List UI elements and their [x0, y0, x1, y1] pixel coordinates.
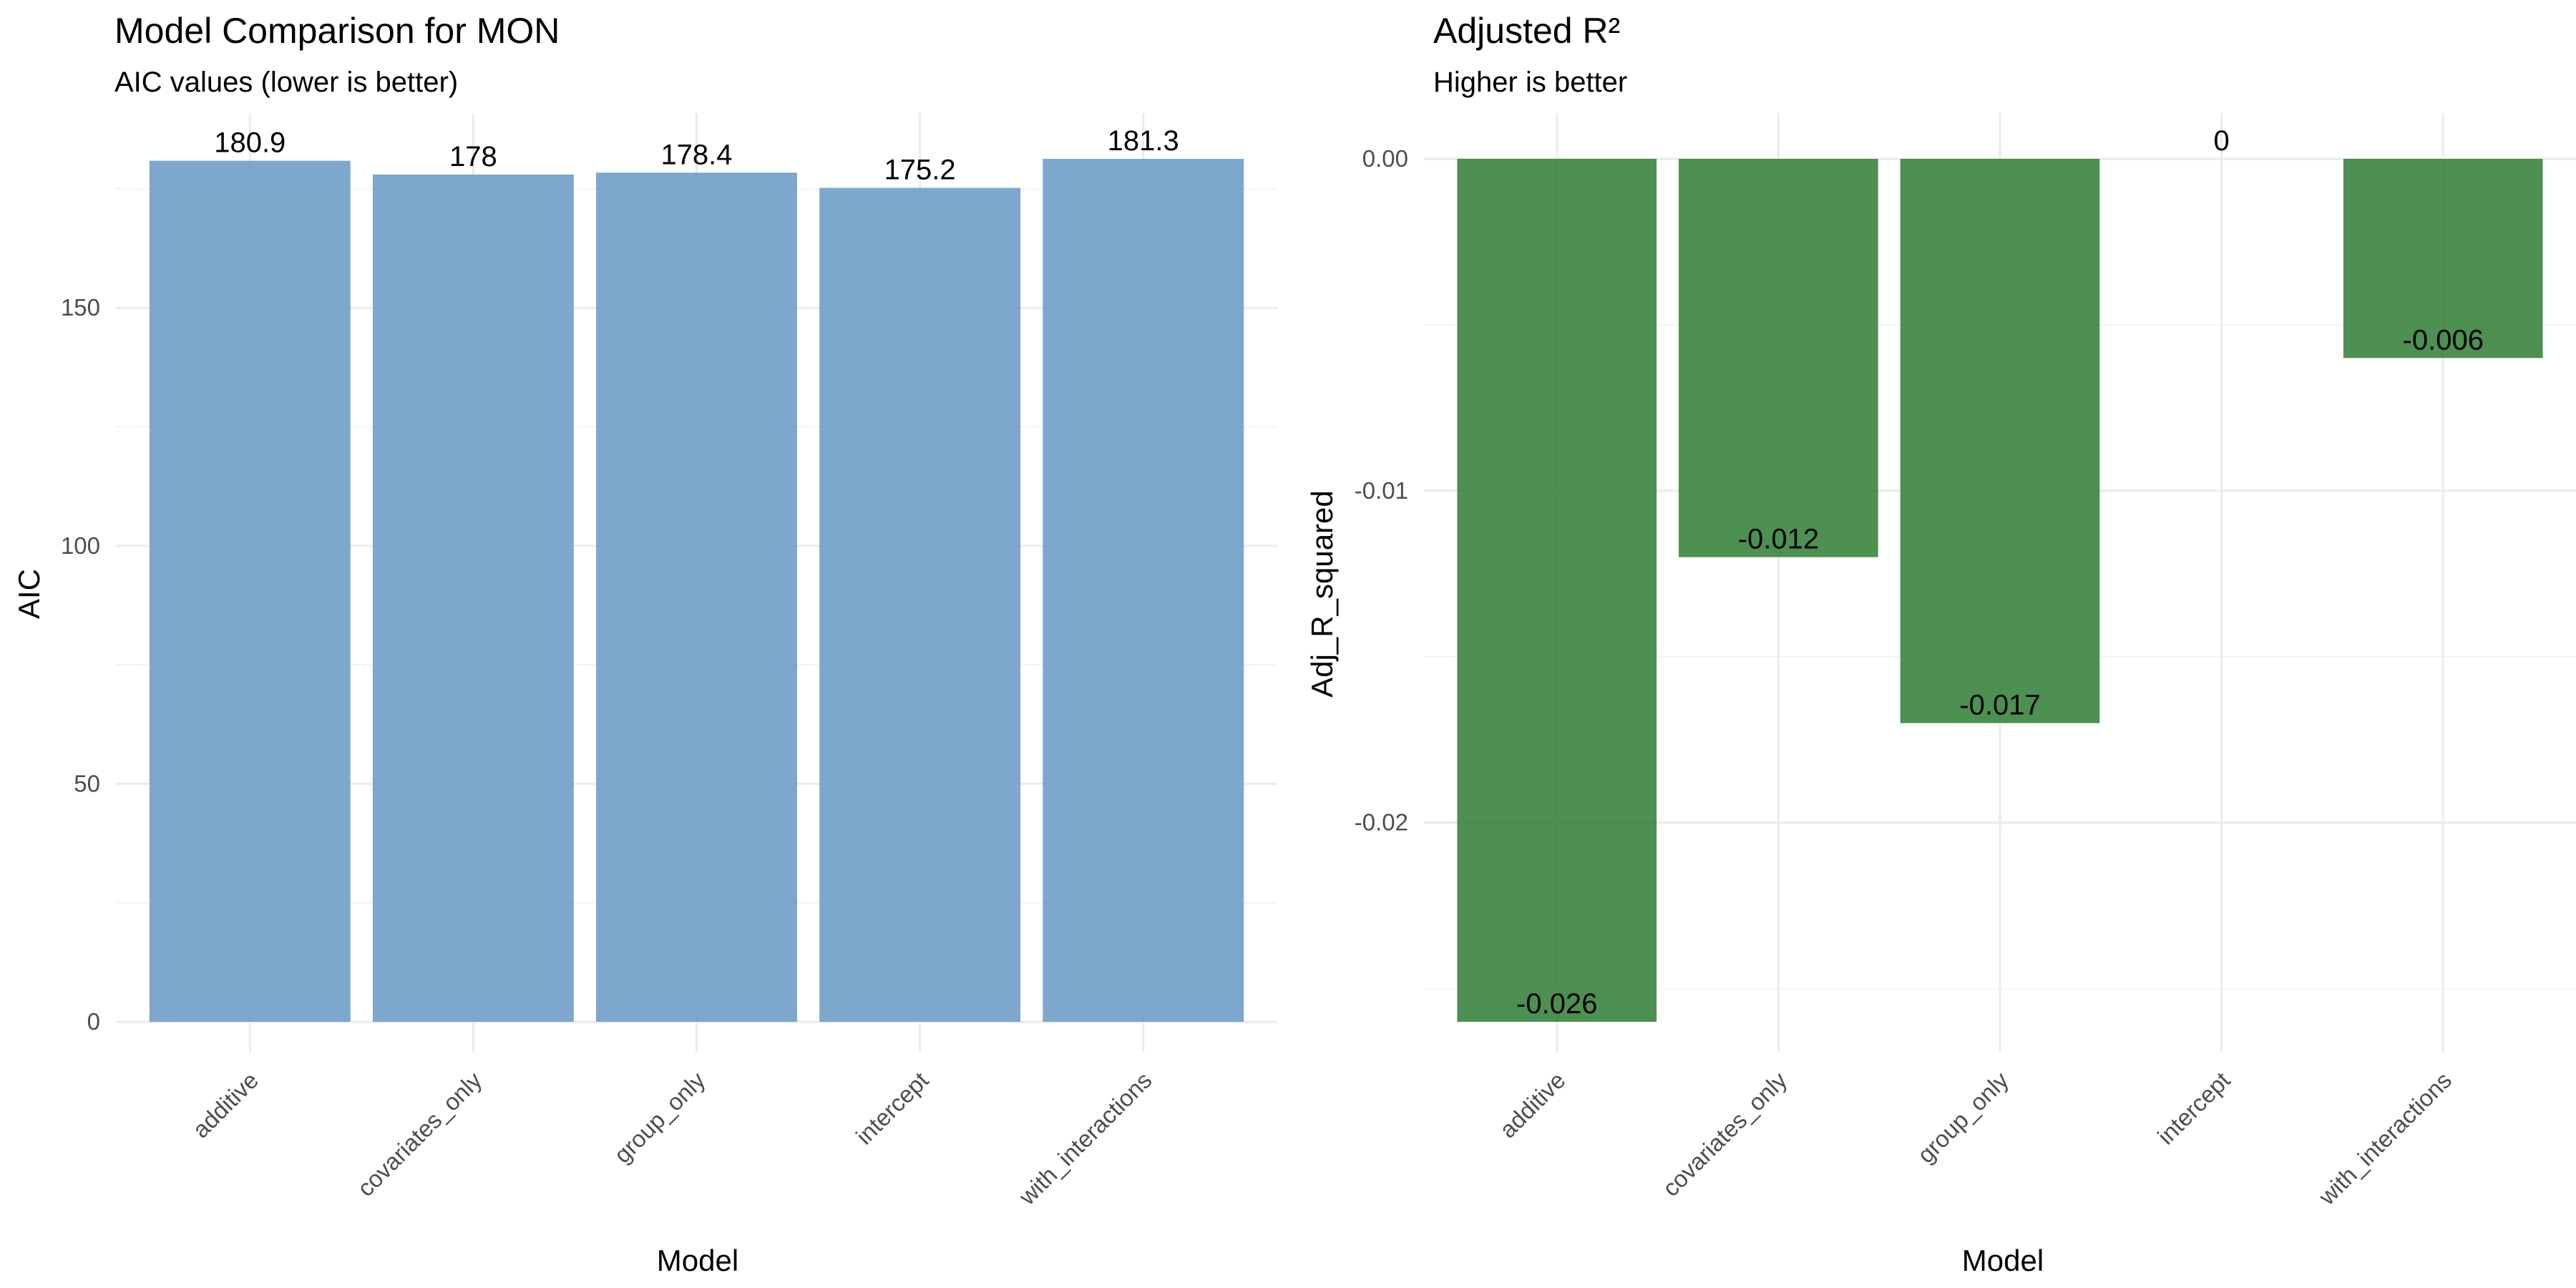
adj-r2-panel: Adjusted R² Higher is better -0.026 -0.01…: [1305, 11, 2576, 1277]
x-tick-label: with_interactions: [2313, 1067, 2457, 1211]
x-tick-label: with_interactions: [1013, 1067, 1157, 1211]
bar-with-interactions: [1043, 159, 1244, 1022]
x-tick-label: intercept: [2152, 1067, 2235, 1150]
adj-r2-y-axis-title: Adj_R_squared: [1305, 490, 1339, 698]
y-tick-label: 50: [74, 770, 100, 796]
data-label: 178: [449, 141, 497, 172]
bar-additive: [1457, 159, 1657, 1022]
y-tick-label: 100: [61, 532, 100, 559]
adj-r2-chart-title: Adjusted R²: [1433, 11, 1620, 51]
aic-bars: [149, 159, 1244, 1023]
aic-y-tick-labels: 0 50 100 150: [61, 294, 100, 1035]
x-tick-label: group_only: [609, 1066, 711, 1168]
data-label: -0.026: [1516, 988, 1597, 1020]
adj-r2-y-tick-labels: -0.02 -0.01 0.00: [1355, 145, 1408, 836]
bar-with-interactions: [2343, 159, 2543, 358]
aic-chart-subtitle: AIC values (lower is better): [114, 67, 458, 98]
data-label: 181.3: [1108, 125, 1179, 157]
aic-x-tick-labels: additive covariates_only group_only interce…: [187, 1066, 1157, 1210]
x-tick-label: additive: [1494, 1067, 1571, 1143]
aic-panel: Model Comparison for MON AIC values (low…: [12, 11, 1277, 1277]
aic-x-axis-title: Model: [657, 1244, 738, 1277]
bar-intercept: [819, 187, 1021, 1023]
adj-r2-chart-subtitle: Higher is better: [1433, 67, 1627, 98]
y-tick-label: 150: [61, 294, 100, 321]
data-label: 175.2: [884, 155, 956, 186]
bar-additive: [149, 160, 351, 1023]
data-label: 180.9: [214, 127, 286, 159]
x-tick-label: covariates_only: [352, 1066, 487, 1201]
adj-r2-bars: [1457, 159, 2543, 1022]
adj-r2-data-labels: -0.026 -0.012 -0.017 0 -0.006: [1516, 125, 2484, 1020]
data-label: -0.012: [1738, 524, 1819, 555]
y-tick-label: -0.01: [1355, 477, 1408, 504]
bar-group-only: [596, 172, 797, 1023]
data-label: 178.4: [660, 139, 732, 170]
aic-chart-title: Model Comparison for MON: [114, 11, 560, 51]
bar-group-only: [1900, 159, 2100, 723]
adj-r2-x-axis-title: Model: [1962, 1244, 2044, 1277]
x-tick-label: group_only: [1912, 1066, 2014, 1168]
x-tick-label: covariates_only: [1657, 1066, 1792, 1201]
data-label: 0: [2213, 125, 2229, 157]
x-tick-label: additive: [187, 1067, 264, 1143]
y-tick-label: 0.00: [1362, 145, 1408, 172]
aic-y-axis-title: AIC: [12, 569, 46, 619]
y-tick-label: -0.02: [1355, 809, 1408, 836]
x-tick-label: intercept: [851, 1067, 934, 1150]
aic-data-labels: 180.9 178 178.4 175.2 181.3: [214, 125, 1179, 186]
bar-covariates-only: [372, 174, 574, 1023]
data-label: -0.017: [1959, 690, 2040, 721]
data-label: -0.006: [2403, 324, 2484, 356]
adj-r2-x-tick-labels: additive covariates_only group_only interce…: [1494, 1066, 2457, 1210]
y-tick-label: 0: [87, 1008, 100, 1035]
bar-covariates-only: [1679, 159, 1878, 557]
